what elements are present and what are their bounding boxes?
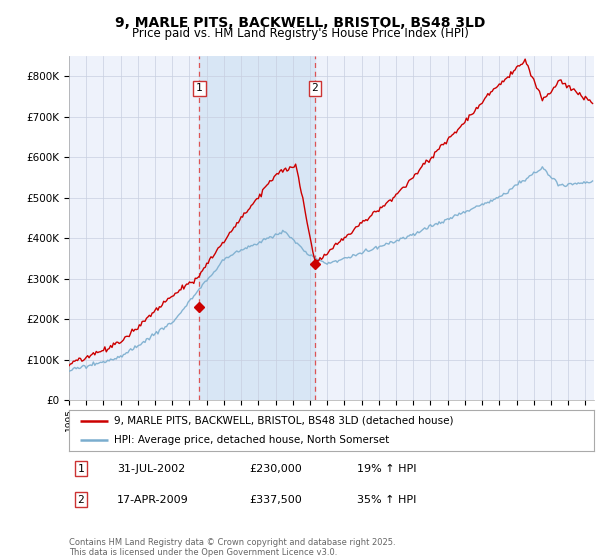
Text: 1: 1 (77, 464, 85, 474)
Text: £337,500: £337,500 (249, 494, 302, 505)
Text: Price paid vs. HM Land Registry's House Price Index (HPI): Price paid vs. HM Land Registry's House … (131, 27, 469, 40)
Text: 19% ↑ HPI: 19% ↑ HPI (357, 464, 416, 474)
Text: 17-APR-2009: 17-APR-2009 (117, 494, 189, 505)
Text: 9, MARLE PITS, BACKWELL, BRISTOL, BS48 3LD (detached house): 9, MARLE PITS, BACKWELL, BRISTOL, BS48 3… (113, 416, 453, 426)
Text: 31-JUL-2002: 31-JUL-2002 (117, 464, 185, 474)
Text: Contains HM Land Registry data © Crown copyright and database right 2025.
This d: Contains HM Land Registry data © Crown c… (69, 538, 395, 557)
Text: 35% ↑ HPI: 35% ↑ HPI (357, 494, 416, 505)
Text: HPI: Average price, detached house, North Somerset: HPI: Average price, detached house, Nort… (113, 435, 389, 445)
Text: 9, MARLE PITS, BACKWELL, BRISTOL, BS48 3LD: 9, MARLE PITS, BACKWELL, BRISTOL, BS48 3… (115, 16, 485, 30)
Bar (199, 56, 315, 400)
Text: £230,000: £230,000 (249, 464, 302, 474)
Text: 1: 1 (196, 83, 203, 94)
Text: 2: 2 (311, 83, 319, 94)
Text: 2: 2 (77, 494, 85, 505)
